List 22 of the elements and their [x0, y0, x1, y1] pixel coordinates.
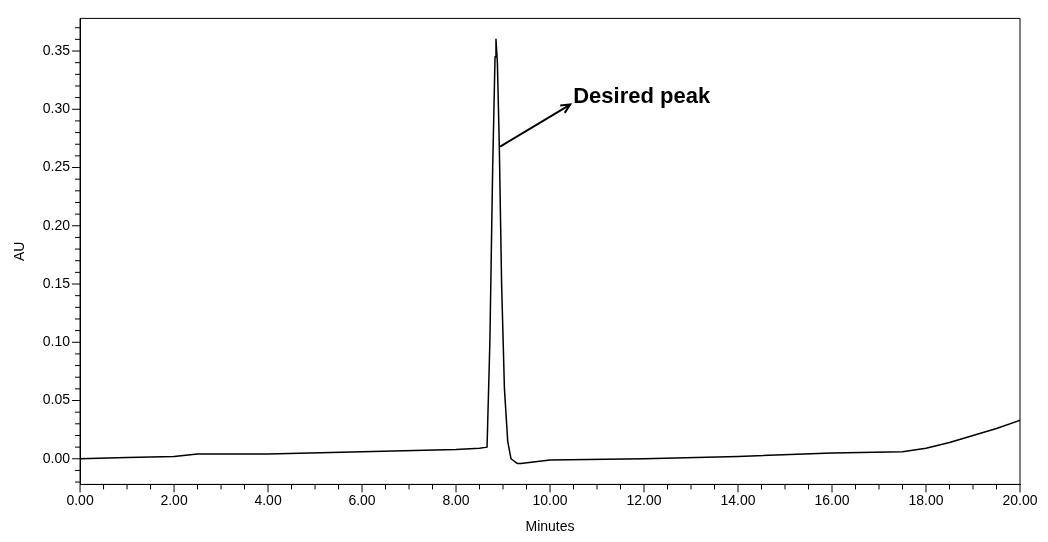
y-tick-label: 0.10	[42, 333, 71, 350]
x-tick-label: 16.00	[814, 491, 850, 508]
y-tick-label: 0.25	[42, 158, 71, 175]
x-tick-label: 2.00	[160, 491, 188, 508]
x-tick-label: 20.00	[1002, 491, 1038, 508]
y-tick-label: 0.35	[42, 41, 71, 58]
x-tick-label: 0.00	[66, 491, 94, 508]
x-tick-label: 14.00	[720, 491, 756, 508]
y-axis-title: AU	[11, 241, 28, 262]
annotation: Desired peak	[573, 82, 711, 108]
x-tick-label: 12.00	[626, 491, 662, 508]
x-tick-label: 4.00	[254, 491, 282, 508]
x-tick-label: 6.00	[348, 491, 376, 508]
y-tick-label: 0.30	[42, 100, 71, 117]
x-tick-label: 18.00	[908, 491, 944, 508]
y-tick-label: 0.20	[42, 216, 71, 233]
x-tick-label: 10.00	[532, 491, 568, 508]
y-tick-label: 0.05	[42, 391, 71, 408]
x-tick-label: 8.00	[442, 491, 470, 508]
y-tick-label: 0.00	[42, 449, 71, 466]
x-axis-title: Minutes	[525, 518, 575, 535]
y-tick-label: 0.15	[42, 274, 71, 291]
